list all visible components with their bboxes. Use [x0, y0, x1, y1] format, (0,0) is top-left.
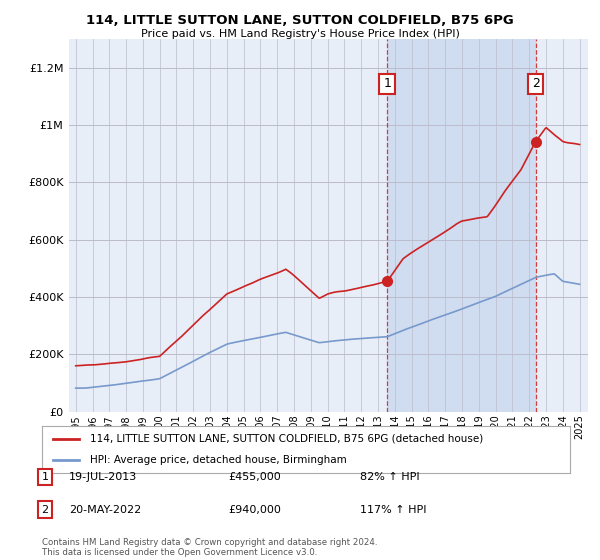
Text: 20-MAY-2022: 20-MAY-2022	[69, 505, 141, 515]
Bar	[387, 39, 536, 412]
Text: 19-JUL-2013: 19-JUL-2013	[69, 472, 137, 482]
Text: 1: 1	[383, 77, 391, 90]
Text: 114, LITTLE SUTTON LANE, SUTTON COLDFIELD, B75 6PG (detached house): 114, LITTLE SUTTON LANE, SUTTON COLDFIEL…	[89, 434, 483, 444]
Text: 82% ↑ HPI: 82% ↑ HPI	[360, 472, 419, 482]
Text: £940,000: £940,000	[228, 505, 281, 515]
Text: £455,000: £455,000	[228, 472, 281, 482]
Text: 1: 1	[41, 472, 49, 482]
Text: 117% ↑ HPI: 117% ↑ HPI	[360, 505, 427, 515]
Text: 114, LITTLE SUTTON LANE, SUTTON COLDFIELD, B75 6PG: 114, LITTLE SUTTON LANE, SUTTON COLDFIEL…	[86, 14, 514, 27]
Text: 2: 2	[532, 77, 539, 90]
Text: 2: 2	[41, 505, 49, 515]
Text: Price paid vs. HM Land Registry's House Price Index (HPI): Price paid vs. HM Land Registry's House …	[140, 29, 460, 39]
Text: Contains HM Land Registry data © Crown copyright and database right 2024.
This d: Contains HM Land Registry data © Crown c…	[42, 538, 377, 557]
Text: HPI: Average price, detached house, Birmingham: HPI: Average price, detached house, Birm…	[89, 455, 346, 465]
